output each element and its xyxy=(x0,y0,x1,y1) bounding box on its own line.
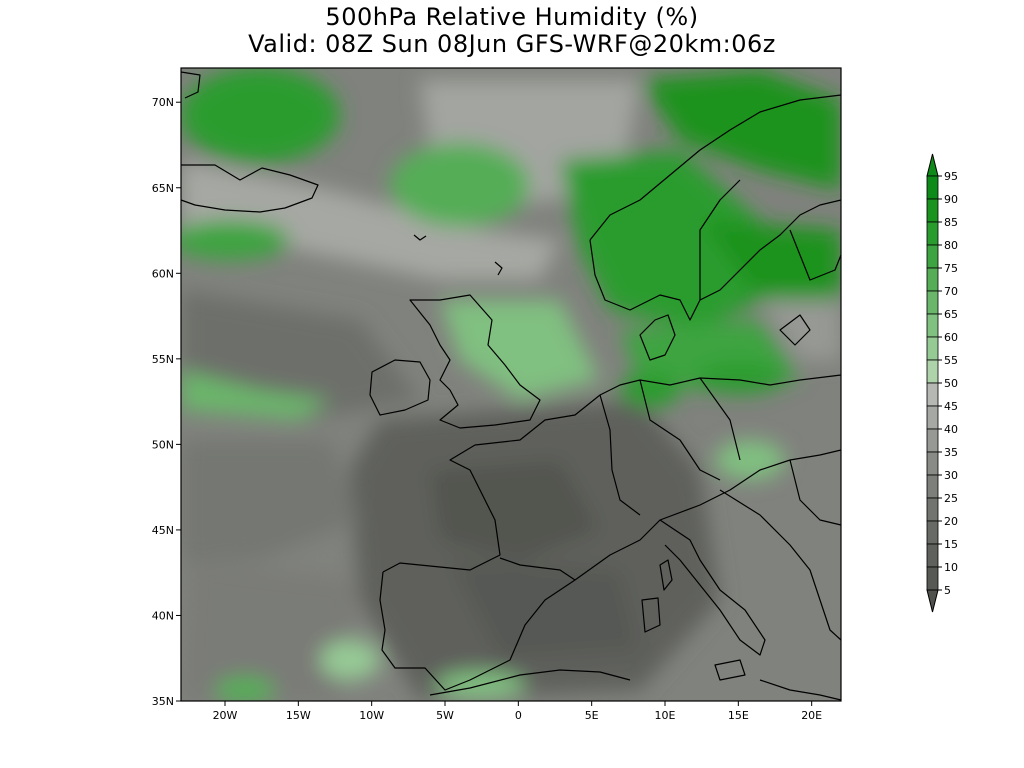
colorbar-segment xyxy=(926,336,939,361)
colorbar-label: 30 xyxy=(944,469,958,482)
colorbar-label: 55 xyxy=(944,354,958,367)
lat-tick-label: 35N xyxy=(152,695,174,708)
colorbar-segment xyxy=(926,474,939,499)
coastlines xyxy=(180,71,842,701)
colorbar-segment xyxy=(926,497,939,522)
colorbar-bottom-arrow xyxy=(926,589,939,613)
lat-tick-label: 45N xyxy=(152,524,174,537)
lon-tick-label: 5W xyxy=(436,709,454,722)
colorbar-segment xyxy=(926,359,939,384)
colorbar-label: 15 xyxy=(944,538,958,551)
colorbar-segment xyxy=(926,221,939,246)
colorbar-label: 85 xyxy=(944,216,958,229)
latitude-axis: 70N 65N 60N 55N 50N 45N 40N 35N xyxy=(152,96,181,708)
colorbar-label: 45 xyxy=(944,400,958,413)
colorbar-label: 60 xyxy=(944,331,958,344)
lon-tick-label: 15E xyxy=(728,709,749,722)
colorbar-segment xyxy=(926,244,939,269)
colorbar-label: 40 xyxy=(944,423,958,436)
lon-tick-label: 20E xyxy=(801,709,822,722)
colorbar-label: 90 xyxy=(944,193,958,206)
lat-tick-label: 65N xyxy=(152,182,174,195)
colorbar-label: 65 xyxy=(944,308,958,321)
lat-tick-label: 50N xyxy=(152,438,174,451)
lat-tick-label: 55N xyxy=(152,353,174,366)
longitude-axis: 20W 15W 10W 5W 0 5E 10E 15E 20E xyxy=(213,701,822,722)
colorbar-top-arrow xyxy=(926,153,939,177)
colorbar-label: 50 xyxy=(944,377,958,390)
colorbar-label: 25 xyxy=(944,492,958,505)
lon-tick-label: 0 xyxy=(515,709,522,722)
map-frame xyxy=(180,67,842,702)
chart-subtitle: Valid: 08Z Sun 08Jun GFS-WRF@20km:06z xyxy=(248,30,776,58)
lon-tick-label: 15W xyxy=(286,709,311,722)
colorbar-label: 75 xyxy=(944,262,958,275)
lon-tick-label: 5E xyxy=(585,709,599,722)
colorbar-segment xyxy=(926,198,939,223)
colorbar-label: 35 xyxy=(944,446,958,459)
colorbar-segment xyxy=(926,313,939,338)
colorbar-label: 70 xyxy=(944,285,958,298)
chart-title: 500hPa Relative Humidity (%) xyxy=(325,3,699,31)
lat-tick-label: 40N xyxy=(152,609,174,622)
colorbar-segment xyxy=(926,520,939,545)
lon-tick-label: 10E xyxy=(655,709,676,722)
colorbar-segment xyxy=(926,566,939,591)
colorbar-label: 5 xyxy=(944,584,951,597)
colorbar-label: 95 xyxy=(944,170,958,183)
lat-tick-label: 60N xyxy=(152,267,174,280)
colorbar-segment xyxy=(926,175,939,200)
lat-tick-label: 70N xyxy=(152,96,174,109)
colorbar-segment xyxy=(926,451,939,476)
lon-tick-label: 20W xyxy=(213,709,238,722)
colorbar-segment xyxy=(926,428,939,453)
colorbar-label: 10 xyxy=(944,561,958,574)
lon-tick-label: 10W xyxy=(359,709,384,722)
colorbar-label: 80 xyxy=(944,239,958,252)
colorbar-segment xyxy=(926,267,939,292)
colorbar-segment xyxy=(926,543,939,568)
humidity-field xyxy=(181,68,841,701)
colorbar: 95 90 85 80 75 70 65 60 55 50 45 40 35 30 25 20 15 10 5 xyxy=(926,153,958,613)
colorbar-segment xyxy=(926,382,939,407)
colorbar-segment xyxy=(926,405,939,430)
colorbar-segment xyxy=(926,290,939,315)
colorbar-label: 20 xyxy=(944,515,958,528)
